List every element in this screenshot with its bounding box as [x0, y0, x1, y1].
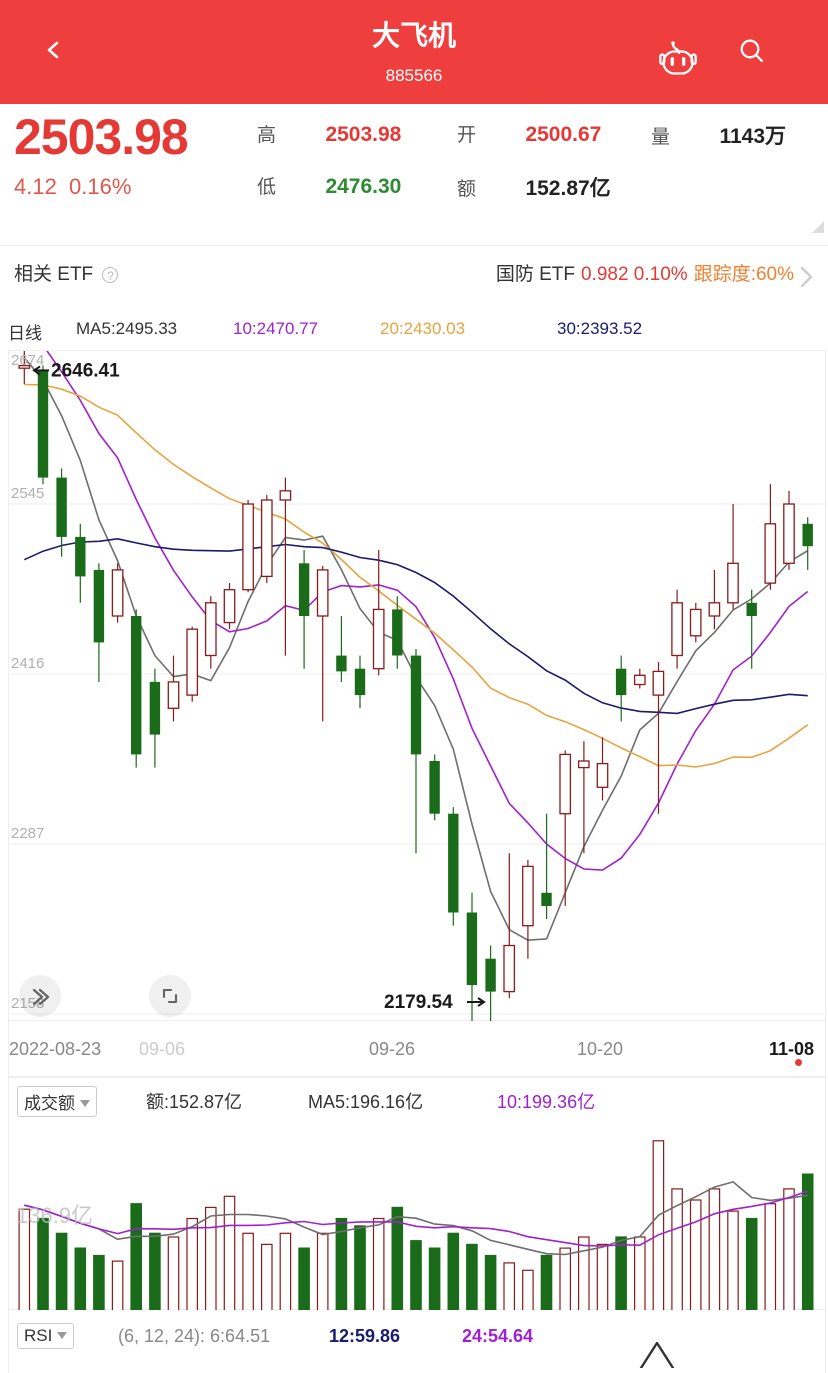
svg-text:2646.41: 2646.41 [51, 360, 120, 381]
svg-text:2179.54: 2179.54 [384, 992, 453, 1013]
svg-text:2545: 2545 [11, 485, 44, 502]
svg-text:2287: 2287 [11, 825, 44, 842]
svg-text:2416: 2416 [11, 655, 44, 672]
